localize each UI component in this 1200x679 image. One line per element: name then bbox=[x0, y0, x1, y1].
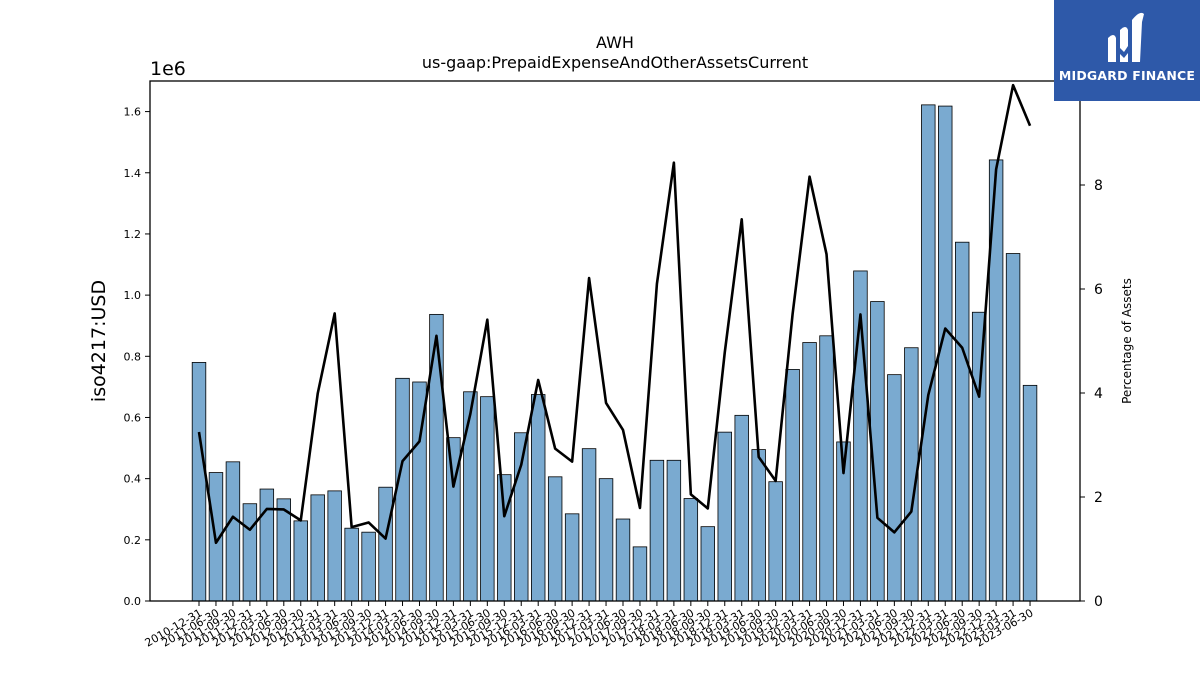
axes: 0.00.20.40.60.81.01.21.41.602468102010-1… bbox=[124, 74, 1112, 650]
series-line bbox=[197, 83, 1032, 545]
bar bbox=[1005, 253, 1021, 602]
logo-mark-icon bbox=[1108, 12, 1144, 62]
bar bbox=[395, 377, 410, 602]
bar bbox=[276, 498, 292, 602]
bar bbox=[293, 520, 308, 602]
y2-tick-label: 2 bbox=[1094, 490, 1103, 506]
y-tick-label: 1.2 bbox=[124, 228, 142, 241]
bar bbox=[598, 478, 614, 602]
y-tick-label: 1.0 bbox=[124, 289, 142, 302]
bar bbox=[768, 481, 783, 602]
brand-logo-text: MIDGARD FINANCE bbox=[1058, 68, 1196, 83]
bar bbox=[700, 526, 716, 602]
bar bbox=[581, 448, 597, 602]
y-tick-label: 0.6 bbox=[124, 411, 142, 424]
y-tick-label: 1.6 bbox=[124, 106, 142, 119]
brand-logo: MIDGARD FINANCE bbox=[1054, 0, 1200, 101]
plot-frame bbox=[149, 80, 1081, 602]
bar bbox=[819, 335, 834, 602]
bar bbox=[751, 449, 766, 602]
bar bbox=[564, 513, 580, 602]
bar bbox=[802, 342, 817, 602]
y-tick-label: 0.8 bbox=[124, 350, 142, 363]
bar bbox=[259, 488, 275, 602]
bar bbox=[717, 431, 732, 602]
bar bbox=[378, 486, 393, 602]
bar bbox=[785, 369, 800, 602]
bar bbox=[361, 531, 376, 602]
y-axis-label: iso4217:USD bbox=[88, 280, 110, 402]
bar bbox=[463, 391, 478, 602]
bar bbox=[547, 476, 563, 602]
bar-series bbox=[191, 104, 1038, 602]
bar bbox=[632, 546, 648, 602]
y2-tick-label: 4 bbox=[1094, 386, 1103, 402]
bar bbox=[225, 461, 241, 602]
bar bbox=[683, 498, 699, 602]
y2-tick-label: 0 bbox=[1094, 594, 1103, 610]
bar bbox=[242, 503, 258, 602]
bar bbox=[480, 396, 495, 602]
bar bbox=[649, 459, 665, 602]
bar bbox=[887, 374, 902, 602]
y-tick-label: 0.2 bbox=[124, 534, 142, 547]
bar bbox=[310, 494, 325, 602]
bar bbox=[327, 490, 342, 602]
bar bbox=[497, 474, 512, 602]
chart-title: AWH bbox=[596, 33, 634, 52]
y2-tick-label: 8 bbox=[1094, 178, 1103, 194]
bar bbox=[666, 459, 682, 602]
bar bbox=[955, 241, 970, 602]
chart-subtitle: us-gaap:PrepaidExpenseAndOtherAssetsCurr… bbox=[422, 53, 808, 72]
bar bbox=[938, 105, 953, 602]
bar bbox=[191, 362, 207, 602]
bar bbox=[344, 527, 359, 602]
y-tick-label: 0.4 bbox=[124, 473, 142, 486]
bar bbox=[1022, 384, 1038, 602]
bar bbox=[971, 311, 987, 602]
bar bbox=[615, 518, 631, 602]
bar bbox=[921, 104, 936, 602]
y-tick-label: 0.0 bbox=[124, 595, 142, 608]
y-axis-offset-label: 1e6 bbox=[150, 58, 186, 80]
line-series bbox=[197, 83, 1032, 545]
y2-axis-label: Percentage of Assets bbox=[1120, 278, 1134, 404]
y-tick-label: 1.4 bbox=[124, 167, 142, 180]
bar bbox=[514, 432, 529, 602]
bar bbox=[734, 414, 749, 602]
bar bbox=[531, 394, 546, 602]
y2-tick-label: 6 bbox=[1094, 282, 1103, 298]
